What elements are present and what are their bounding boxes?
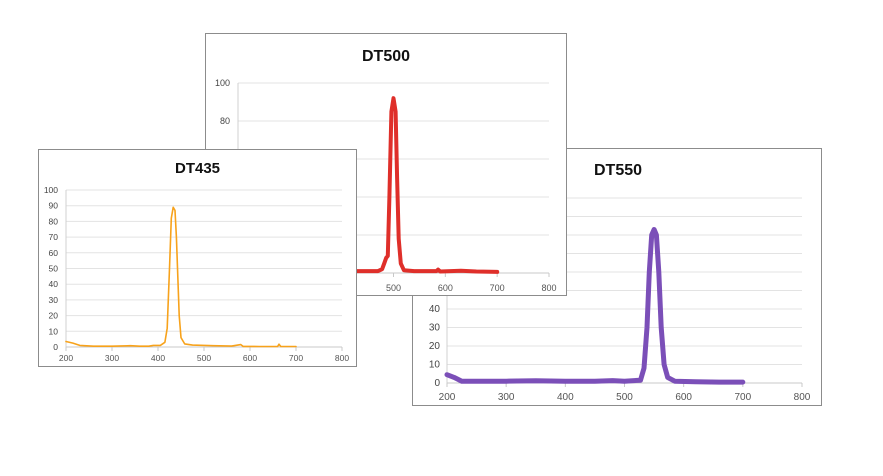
y-tick-label: 30 [429, 323, 441, 334]
y-tick-label: 100 [44, 185, 58, 195]
x-tick-label: 700 [490, 283, 505, 293]
y-tick-label: 10 [429, 360, 441, 371]
y-tick-label: 0 [434, 378, 440, 389]
y-tick-label: 80 [49, 216, 59, 226]
series-line-dt500 [236, 96, 500, 274]
y-tick-label: 60 [49, 248, 59, 258]
y-tick-label: 100 [215, 78, 230, 88]
y-tick-label: 20 [429, 341, 441, 352]
x-tick-label: 800 [794, 392, 811, 403]
y-tick-label: 70 [49, 232, 59, 242]
y-tick-label: 10 [49, 326, 59, 336]
x-tick-label: 300 [498, 392, 515, 403]
y-tick-label: 80 [220, 116, 230, 126]
y-tick-label: 40 [429, 304, 441, 315]
y-tick-label: 0 [53, 342, 58, 352]
x-tick-label: 700 [289, 353, 303, 363]
x-tick-label: 300 [105, 353, 119, 363]
x-tick-label: 500 [616, 392, 633, 403]
y-tick-label: 90 [49, 201, 59, 211]
chart-title: DT550 [593, 162, 643, 179]
y-tick-label: 50 [49, 264, 59, 274]
x-tick-label: 500 [386, 283, 401, 293]
chart-title: DT435 [174, 160, 221, 177]
x-tick-label: 400 [557, 392, 574, 403]
chart-dt435-panel: 0 10 20 30 40 50 60 70 80 90 100 200 300 400 500 600 700… [38, 149, 357, 367]
x-tick-label: 500 [197, 353, 211, 363]
chart-title: DT500 [361, 48, 411, 65]
x-tick-label: 700 [734, 392, 751, 403]
y-tick-label: 40 [49, 279, 59, 289]
x-tick-label: 200 [59, 353, 73, 363]
x-tick-label: 600 [675, 392, 692, 403]
y-tick-label: 20 [49, 311, 59, 321]
x-tick-label: 600 [243, 353, 257, 363]
x-tick-label: 400 [151, 353, 165, 363]
x-tick-label: 800 [541, 283, 556, 293]
series-line-dt435 [65, 206, 297, 348]
x-tick-label: 600 [438, 283, 453, 293]
y-tick-label: 30 [49, 295, 59, 305]
x-tick-label: 200 [439, 392, 456, 403]
series-line-dt550 [444, 227, 746, 385]
chart-canvas: 0 10 20 30 40 50 60 70 80 90 100 200 300 400 500 600 700… [44, 185, 350, 363]
x-tick-label: 800 [335, 353, 349, 363]
